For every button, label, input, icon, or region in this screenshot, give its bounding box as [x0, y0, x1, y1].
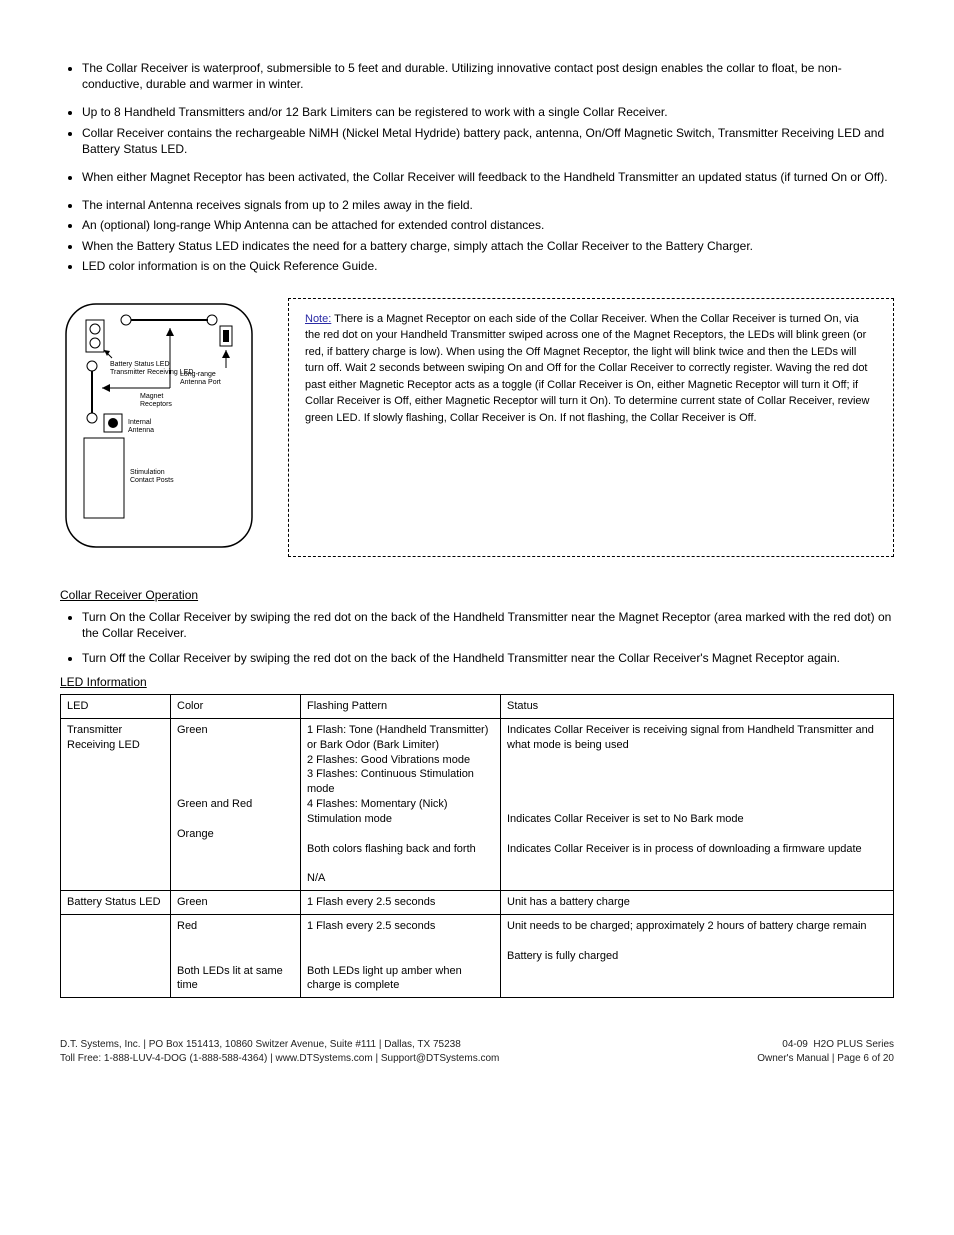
footer-doc-id: 04-09 H2O PLUS Series	[757, 1038, 894, 1052]
operation-heading: Collar Receiver Operation	[60, 587, 894, 603]
diagram-label-magnet-1: Magnet	[140, 393, 163, 400]
table-cell: Red Both LEDs lit at same time	[171, 914, 301, 997]
diagram-label-long-antenna-2: Antenna Port	[180, 379, 221, 386]
note-box: Note: There is a Magnet Receptor on each…	[288, 298, 894, 557]
operation-item: Turn On the Collar Receiver by swiping t…	[82, 609, 894, 641]
collar-diagram: Battery Status LED Transmitter Receiving…	[60, 298, 258, 557]
diagram-label-stim-1: Stimulation	[130, 469, 165, 476]
table-cell: Unit has a battery charge	[501, 891, 894, 915]
diagram-label-internal-antenna-1: Internal	[128, 419, 152, 426]
table-header-cell: Status	[501, 695, 894, 719]
table-cell: 1 Flash every 2.5 seconds Both LEDs ligh…	[301, 914, 501, 997]
diagram-label-magnet-2: Receptors	[140, 401, 172, 408]
table-header-cell: Flashing Pattern	[301, 695, 501, 719]
table-cell: 1 Flash: Tone (Handheld Transmitter) or …	[301, 718, 501, 890]
table-cell	[61, 914, 171, 997]
feature-item: Collar Receiver contains the rechargeabl…	[82, 125, 894, 157]
operation-item: Turn Off the Collar Receiver by swiping …	[82, 650, 894, 666]
table-cell: Green Green and Red Orange	[171, 718, 301, 890]
feature-item: When the Battery Status LED indicates th…	[82, 238, 894, 254]
feature-item: Up to 8 Handheld Transmitters and/or 12 …	[82, 104, 894, 120]
feature-item: LED color information is on the Quick Re…	[82, 258, 894, 274]
footer-page-number: Owner's Manual | Page 6 of 20	[757, 1052, 894, 1066]
table-cell: Indicates Collar Receiver is receiving s…	[501, 718, 894, 890]
table-header-row: LED Color Flashing Pattern Status	[61, 695, 894, 719]
diagram-label-battery-led: Battery Status LED	[110, 361, 170, 368]
operation-list: Turn On the Collar Receiver by swiping t…	[60, 609, 894, 666]
table-cell: 1 Flash every 2.5 seconds	[301, 891, 501, 915]
feature-item: When either Magnet Receptor has been act…	[82, 169, 894, 185]
table-row: Transmitter Receiving LED Green Green an…	[61, 718, 894, 890]
diagram-label-internal-antenna-2: Antenna	[128, 427, 154, 434]
page-footer: D.T. Systems, Inc. | PO Box 151413, 1086…	[60, 1038, 894, 1066]
feature-item: The internal Antenna receives signals fr…	[82, 197, 894, 213]
table-cell: Green	[171, 891, 301, 915]
feature-list: The Collar Receiver is waterproof, subme…	[60, 60, 894, 274]
diagram-label-long-antenna-1: Long-range	[180, 371, 216, 378]
feature-item: The Collar Receiver is waterproof, subme…	[82, 60, 894, 92]
feature-item: An (optional) long-range Whip Antenna ca…	[82, 217, 894, 233]
footer-contact: Toll Free: 1-888-LUV-4-DOG (1-888-588-43…	[60, 1052, 499, 1066]
table-cell: Battery Status LED	[61, 891, 171, 915]
table-header-cell: Color	[171, 695, 301, 719]
table-header-cell: LED	[61, 695, 171, 719]
led-info-table: LED Color Flashing Pattern Status Transm…	[60, 694, 894, 998]
table-row: Red Both LEDs lit at same time 1 Flash e…	[61, 914, 894, 997]
note-label: Note:	[305, 313, 331, 325]
table-cell: Transmitter Receiving LED	[61, 718, 171, 890]
note-text: There is a Magnet Receptor on each side …	[305, 313, 869, 424]
diagram-label-stim-2: Contact Posts	[130, 477, 174, 484]
table-heading: LED Information	[60, 674, 894, 690]
table-row: Battery Status LED Green 1 Flash every 2…	[61, 891, 894, 915]
footer-address: D.T. Systems, Inc. | PO Box 151413, 1086…	[60, 1038, 499, 1052]
collar-diagram-svg: Battery Status LED Transmitter Receiving…	[60, 298, 258, 553]
table-cell: Unit needs to be charged; approximately …	[501, 914, 894, 997]
